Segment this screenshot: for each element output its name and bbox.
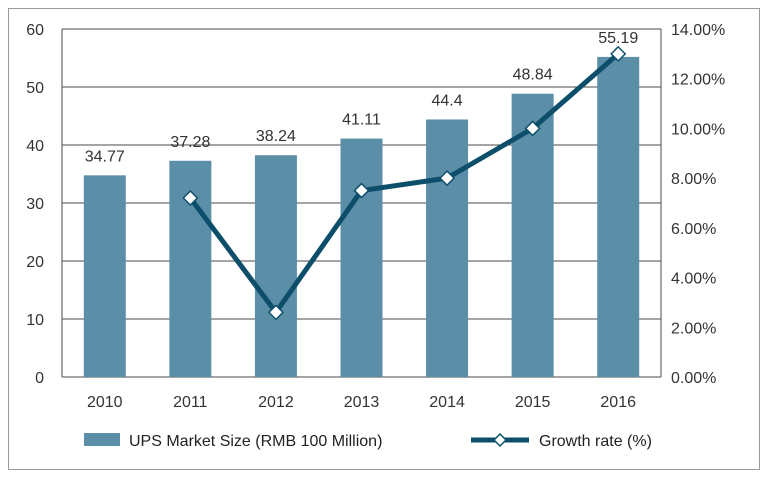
legend-line-label: Growth rate (%) — [539, 433, 652, 450]
y-right-tick-label: 2.00% — [671, 320, 716, 337]
bar-data-label: 41.11 — [342, 112, 381, 129]
y-right-tick-label: 14.00% — [671, 22, 725, 39]
y-right-tick-label: 12.00% — [671, 72, 725, 89]
legend-bar-swatch — [84, 433, 120, 446]
bar-data-label: 38.24 — [256, 128, 296, 145]
bar-2010 — [83, 175, 126, 377]
y-axis-left: 0 10 20 30 40 50 60 — [26, 22, 63, 387]
bar-2016 — [597, 56, 640, 377]
x-tick-label: 2016 — [600, 394, 636, 411]
y-right-tick-label: 10.00% — [671, 121, 725, 138]
bar-data-label: 48.84 — [513, 67, 553, 84]
growth-line-group — [182, 45, 627, 321]
bar-data-label: 34.77 — [85, 148, 125, 165]
bar-data-label: 37.28 — [170, 134, 210, 151]
x-axis: 2010 2011 2012 2013 2014 2015 2016 — [87, 394, 636, 411]
growth-point-2015 — [524, 120, 541, 137]
y-axis-right: 0.00% 2.00% 4.00% 6.00% 8.00% 10.00% 12.00% 14.… — [660, 22, 725, 387]
y-right-tick-label: 4.00% — [671, 271, 716, 288]
x-tick-label: 2012 — [258, 394, 294, 411]
x-tick-label: 2011 — [173, 394, 208, 411]
growth-point-2012 — [267, 304, 284, 321]
y-left-tick-label: 40 — [26, 138, 44, 155]
y-left-tick-label: 30 — [26, 196, 44, 213]
bar-2012 — [254, 155, 297, 377]
y-right-tick-label: 0.00% — [671, 370, 716, 387]
bar-data-labels: 34.77 37.28 38.24 41.11 44.4 48.84 55.19 — [85, 30, 639, 165]
bar-2014 — [426, 119, 469, 377]
x-tick-label: 2013 — [344, 394, 380, 411]
chart-svg: 34.77 37.28 38.24 41.11 44.4 48.84 55.19 0 10 20… — [26, 22, 725, 450]
growth-point-2016 — [610, 45, 627, 62]
chart-frame: 34.77 37.28 38.24 41.11 44.4 48.84 55.19 0 10 20… — [8, 8, 760, 470]
growth-point-2011 — [182, 189, 199, 207]
x-tick-label: 2010 — [87, 394, 123, 411]
y-left-tick-label: 0 — [35, 370, 44, 387]
y-left-tick-label: 60 — [26, 22, 44, 39]
legend-bar-label: UPS Market Size (RMB 100 Million) — [129, 433, 382, 450]
y-left-tick-label: 50 — [26, 80, 44, 97]
legend: UPS Market Size (RMB 100 Million) Growth… — [84, 432, 652, 450]
bar-2015 — [511, 93, 554, 377]
x-tick-label: 2015 — [515, 394, 551, 411]
x-tick-label: 2014 — [429, 394, 465, 411]
y-left-tick-label: 20 — [26, 254, 44, 271]
bar-data-label: 55.19 — [598, 30, 638, 47]
legend-line-marker — [492, 432, 508, 448]
growth-point-2014 — [439, 170, 456, 187]
growth-rate-line — [188, 51, 620, 315]
y-left-tick-label: 10 — [26, 312, 44, 329]
y-right-tick-label: 6.00% — [671, 221, 716, 238]
y-right-tick-label: 8.00% — [671, 171, 716, 188]
bar-2013 — [340, 138, 383, 377]
bar-data-label: 44.4 — [432, 92, 463, 109]
growth-point-2013 — [353, 182, 370, 199]
